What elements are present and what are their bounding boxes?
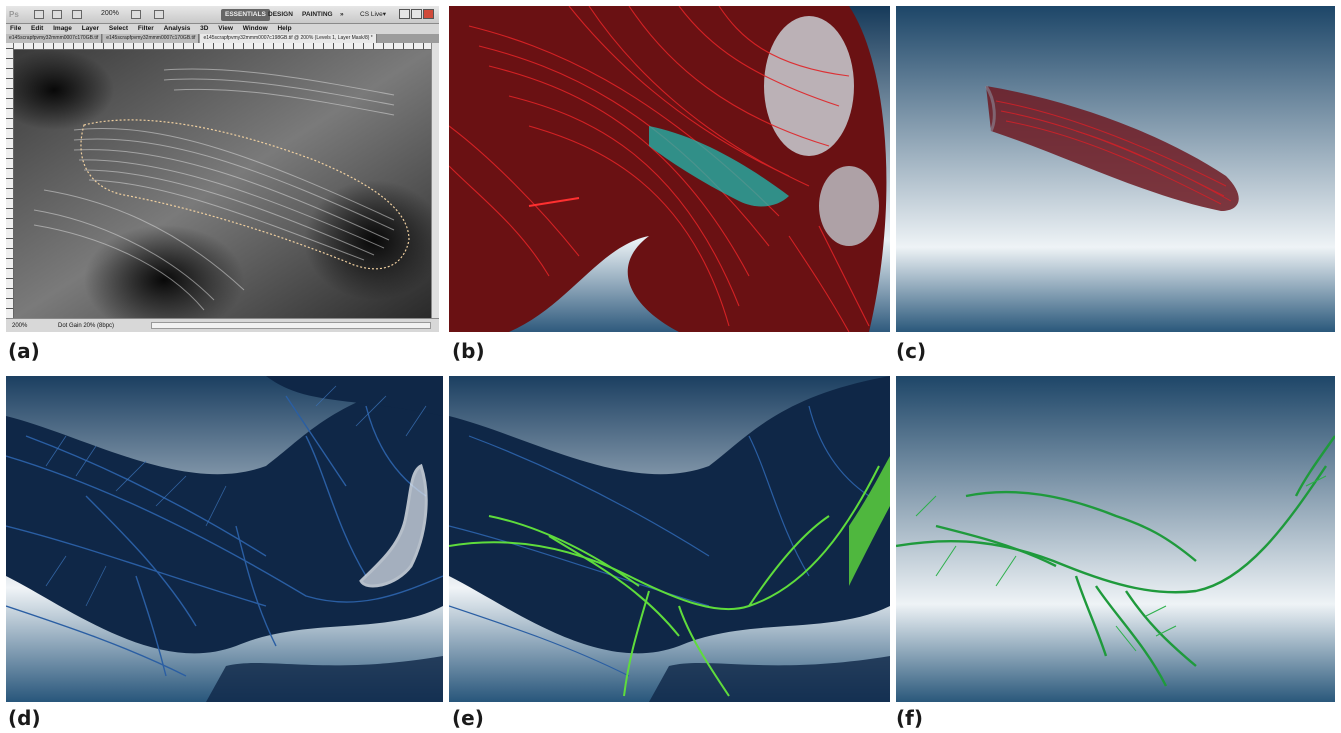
menu-file[interactable]: File [10, 25, 22, 32]
photoshop-menu-bar: File Edit Image Layer Select Filter Anal… [6, 24, 439, 34]
workspace-more-button[interactable]: » [340, 11, 344, 18]
status-bar: 200% Dot Gain 20% (8bpc) [6, 318, 439, 332]
grayscale-muscle-image [14, 50, 431, 318]
green-nerve-highlight [449, 465, 880, 697]
photoshop-logo: Ps [9, 10, 19, 19]
zoom-level[interactable]: 200% [101, 10, 119, 17]
workspace-painting-button[interactable]: PAINTING [302, 11, 333, 18]
menu-edit[interactable]: Edit [31, 25, 44, 32]
menu-view[interactable]: View [218, 25, 233, 32]
document-tabs: e145scrapfpvmy32mmm0007c170GB.tif e145scr… [6, 34, 439, 43]
close-icon[interactable] [423, 9, 434, 19]
caption-b: (b) [452, 339, 485, 363]
highlighted-nerve-render [449, 376, 890, 702]
isolated-muscle-render [896, 6, 1335, 332]
menu-window[interactable]: Window [242, 25, 268, 32]
horizontal-scrollbar[interactable] [151, 322, 431, 329]
mini-bridge-icon[interactable] [52, 10, 62, 19]
minimize-icon[interactable] [399, 9, 410, 19]
panel-e-highlighted-nerve [449, 376, 890, 702]
menu-image[interactable]: Image [53, 25, 72, 32]
screen-mode-icon[interactable] [154, 10, 164, 19]
red-muscle-render [449, 6, 890, 332]
menu-select[interactable]: Select [108, 25, 129, 32]
bridge-icon[interactable] [34, 10, 44, 19]
selection-tube [359, 463, 428, 588]
status-zoom[interactable]: 200% [12, 323, 28, 329]
restore-icon[interactable] [411, 9, 422, 19]
view-extras-icon[interactable] [72, 10, 82, 19]
isolated-nerve-render [896, 376, 1335, 702]
menu-layer[interactable]: Layer [81, 25, 100, 32]
panel-a-photoshop: Ps 200% ESSENTIALS DESIGN PAINTING » CS … [6, 6, 439, 332]
document-tab-active[interactable]: e145scrapfpvmy32mmm0007c198GB.tif @ 200%… [200, 34, 377, 43]
caption-d: (d) [8, 706, 41, 730]
horizontal-ruler [14, 43, 431, 50]
caption-c: (c) [896, 339, 927, 363]
photoshop-application-bar: Ps 200% ESSENTIALS DESIGN PAINTING » CS … [6, 6, 439, 24]
vertical-scrollbar[interactable] [431, 43, 439, 318]
workspace-essentials-button[interactable]: ESSENTIALS [221, 9, 270, 21]
panel-c-isolated-muscle [896, 6, 1335, 332]
menu-filter[interactable]: Filter [137, 25, 154, 32]
menu-3d[interactable]: 3D [200, 25, 209, 32]
caption-e: (e) [452, 706, 484, 730]
status-document-info: Dot Gain 20% (8bpc) [58, 323, 115, 329]
panel-d-nerve-network [6, 376, 443, 702]
panel-f-isolated-nerve [896, 376, 1335, 702]
arrange-documents-icon[interactable] [131, 10, 141, 19]
document-tab[interactable]: e145scrapfpvmy32mmm0007c170GB.tif [103, 34, 200, 43]
menu-analysis[interactable]: Analysis [163, 25, 191, 32]
menu-help[interactable]: Help [277, 25, 292, 32]
blue-nerve-render [6, 376, 443, 702]
cyan-muscle-selection [649, 126, 789, 207]
panel-b-muscle-render [449, 6, 890, 332]
vertical-ruler [6, 43, 14, 318]
cs-live-button[interactable]: CS Live▾ [360, 11, 387, 18]
caption-f: (f) [896, 706, 923, 730]
caption-a: (a) [8, 339, 40, 363]
document-tab[interactable]: e145scrapfpvmy32mmm0007c170GB.tif [6, 34, 103, 43]
workspace-design-button[interactable]: DESIGN [268, 11, 293, 18]
